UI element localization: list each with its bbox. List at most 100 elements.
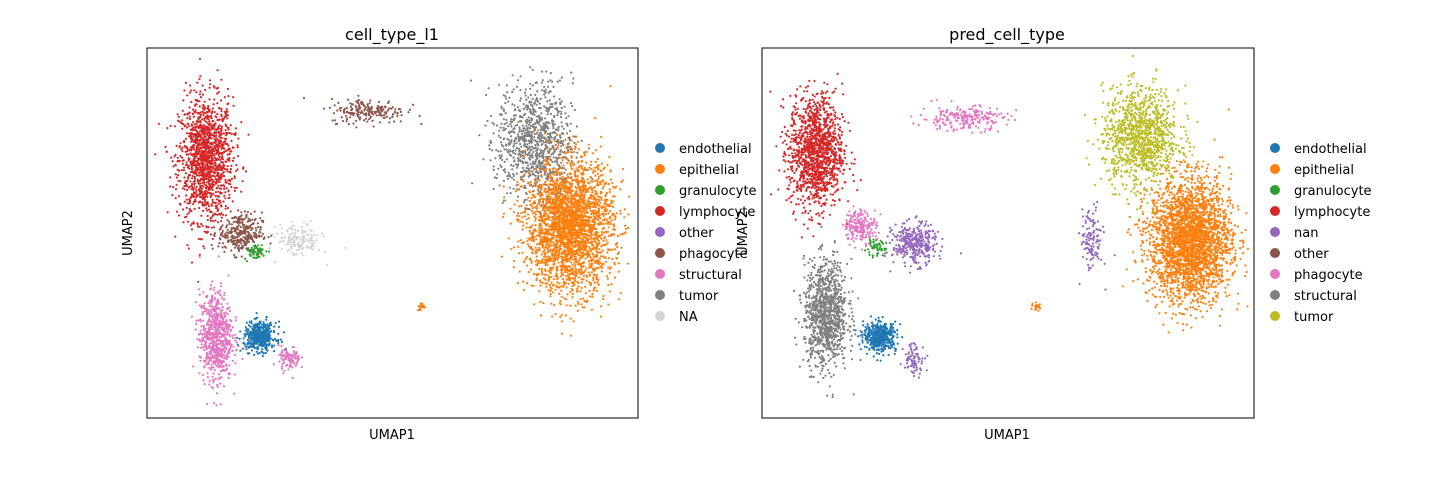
scatter-point [534, 174, 537, 177]
scatter-point [236, 168, 239, 171]
scatter-point [607, 303, 610, 306]
scatter-point [533, 211, 536, 214]
scatter-point [213, 161, 217, 164]
scatter-point [375, 114, 378, 117]
scatter-point [508, 186, 511, 189]
scatter-point [543, 85, 546, 88]
scatter-point [554, 107, 557, 110]
scatter-point [516, 180, 519, 183]
scatter-point [245, 260, 248, 263]
scatter-point [513, 104, 516, 107]
scatter-point [500, 154, 503, 157]
scatter-point [200, 187, 204, 190]
scatter-point [215, 134, 218, 137]
scatter-point [207, 188, 210, 192]
scatter-point [589, 225, 592, 228]
scatter-point [222, 298, 225, 301]
scatter-point [572, 320, 575, 323]
scatter-point [582, 265, 585, 268]
scatter-point [504, 170, 507, 174]
scatter-point [541, 79, 544, 82]
scatter-point [218, 158, 222, 161]
scatter-point [212, 289, 216, 292]
scatter-point [293, 235, 296, 239]
scatter-point [355, 126, 358, 129]
scatter-point [232, 104, 235, 107]
scatter-point [331, 119, 334, 122]
scatter-point [555, 173, 558, 176]
scatter-point [218, 135, 221, 138]
scatter-point [574, 258, 577, 262]
scatter-point [590, 233, 593, 236]
scatter-point [505, 144, 508, 147]
scatter-point [539, 131, 542, 134]
scatter-point [302, 242, 305, 245]
scatter-point [546, 100, 549, 103]
scatter-point [552, 126, 555, 130]
scatter-point [575, 125, 578, 128]
scatter-point [512, 151, 515, 154]
scatter-point [530, 131, 533, 134]
scatter-point [280, 240, 283, 243]
scatter-point [183, 176, 186, 179]
scatter-point [548, 135, 551, 138]
scatter-point [569, 304, 572, 307]
scatter-point [607, 212, 610, 215]
scatter-point [576, 300, 579, 303]
scatter-point [514, 149, 517, 152]
scatter-point [182, 221, 185, 224]
scatter-point [522, 149, 525, 152]
scatter-point [357, 105, 360, 108]
scatter-point [183, 166, 186, 169]
scatter-point [296, 359, 300, 362]
scatter-point [576, 140, 580, 143]
scatter-point [244, 326, 247, 329]
scatter-point [544, 144, 547, 147]
scatter-point [548, 218, 551, 221]
scatter-point [524, 88, 527, 91]
scatter-point [235, 216, 238, 219]
scatter-point [221, 229, 224, 232]
scatter-point [226, 87, 229, 91]
scatter-point [589, 175, 592, 178]
scatter-point [206, 114, 209, 117]
scatter-point [200, 149, 203, 152]
scatter-point [220, 184, 223, 187]
scatter-point [600, 251, 603, 254]
scatter-point [286, 363, 289, 367]
scatter-point [198, 93, 201, 96]
scatter-point [345, 107, 348, 110]
scatter-point [174, 188, 178, 191]
scatter-point [573, 261, 576, 264]
scatter-point [521, 132, 524, 135]
scatter-point [287, 359, 290, 362]
scatter-point [611, 219, 614, 222]
scatter-point [563, 105, 566, 108]
scatter-point [559, 285, 562, 288]
scatter-point [230, 235, 233, 238]
scatter-point [524, 161, 527, 164]
scatter-point [569, 150, 572, 153]
scatter-point [199, 75, 202, 78]
scatter-point [195, 99, 198, 102]
scatter-point [512, 164, 515, 168]
scatter-point [216, 302, 219, 305]
scatter-point [216, 194, 219, 198]
scatter-point [226, 165, 229, 168]
scatter-point [227, 206, 230, 210]
scatter-point [547, 127, 550, 130]
scatter-point [521, 216, 524, 219]
scatter-point [201, 133, 204, 136]
scatter-point [246, 331, 249, 334]
scatter-point [540, 236, 543, 239]
scatter-point [600, 270, 603, 273]
scatter-point [545, 285, 548, 288]
scatter-point [295, 249, 298, 252]
scatter-point [546, 113, 549, 116]
scatter-point [531, 97, 534, 100]
scatter-point [555, 191, 558, 194]
scatter-point [219, 294, 222, 297]
scatter-point [211, 219, 215, 223]
scatter-point [534, 201, 537, 205]
scatter-point [244, 257, 247, 260]
